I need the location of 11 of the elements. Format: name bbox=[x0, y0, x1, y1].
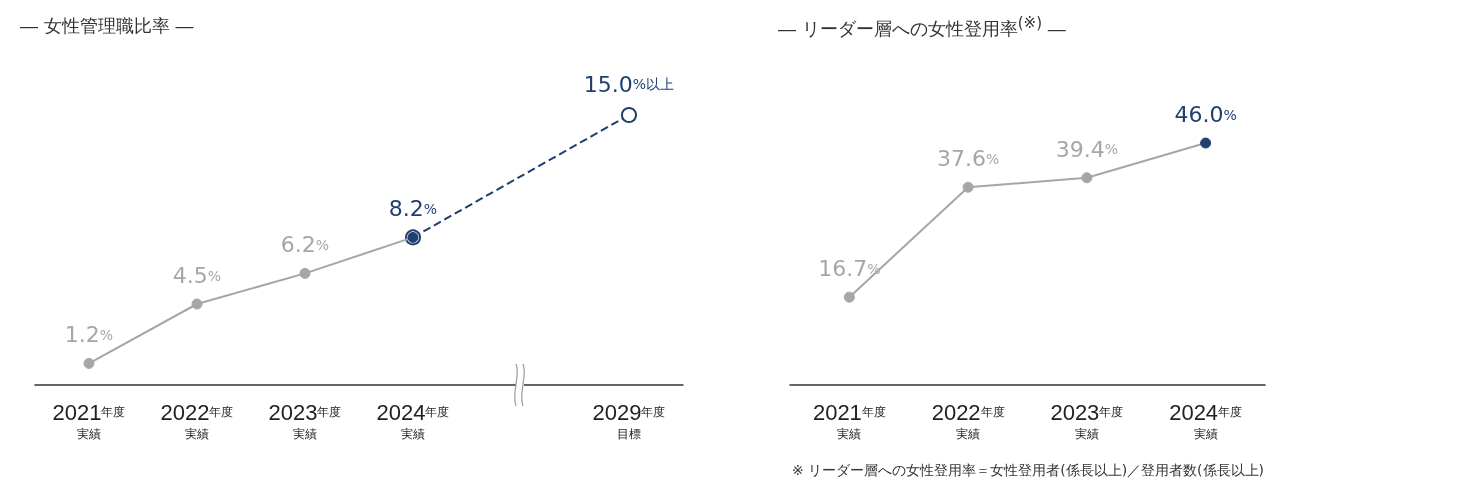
data-label: 37.6% bbox=[936, 146, 1000, 172]
data-label: 46.0% bbox=[1174, 102, 1237, 128]
data-label: 15.0%以上 bbox=[583, 71, 675, 97]
text: ※ リーダー層への女性登用率＝女性登用者(係長以上)／登用者数(係長以上) bbox=[792, 462, 1265, 480]
data-label: 1.2% bbox=[64, 322, 114, 348]
data-label: 6.2% bbox=[280, 232, 330, 258]
data-label: 8.2% bbox=[388, 196, 438, 222]
chart-title: ― リーダー層への女性登用率$^{(※)}$ ― bbox=[778, 14, 1066, 41]
data-label: 4.5% bbox=[172, 263, 222, 288]
data-label: 39.4% bbox=[1055, 136, 1119, 162]
chart-title: ― 女性管理職比率 ― bbox=[20, 14, 194, 38]
